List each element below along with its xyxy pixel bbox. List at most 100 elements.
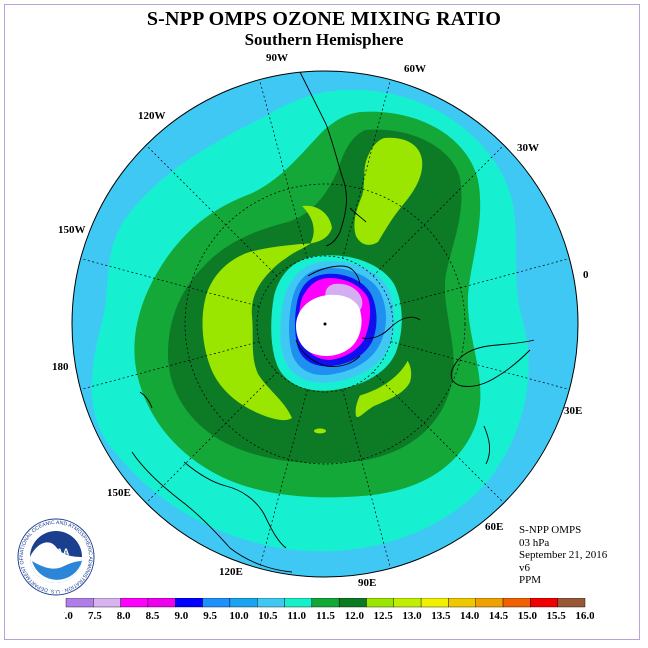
info-version: v6 <box>519 561 530 574</box>
colorbar-label: 14.0 <box>460 610 480 622</box>
colorbar-label: 13.0 <box>402 610 422 622</box>
colorbar-swatch <box>420 598 449 608</box>
colorbar-swatch <box>311 598 340 608</box>
coast-antarctica-east <box>361 316 421 339</box>
lon-label-30w: 30W <box>517 142 539 154</box>
info-instrument: S-NPP OMPS <box>519 524 582 536</box>
meridian-line <box>390 341 570 390</box>
colorbar-label: 10.0 <box>229 610 249 622</box>
colorbar-label: 14.5 <box>489 610 509 622</box>
colorbar-labels: 7.0 7.5 8.0 8.5 9.0 9.5 10.0 10.5 11.0 11.5 12.0 12… <box>64 610 594 622</box>
colorbar-label: 12.5 <box>374 610 394 622</box>
colorbar-swatch <box>120 598 149 608</box>
latitude-circle-70s <box>256 255 394 393</box>
frame-border <box>4 4 640 640</box>
meridian-line <box>80 341 260 390</box>
colorbar-swatch <box>366 598 394 608</box>
meridian-line <box>259 79 308 259</box>
meridian-line <box>145 144 278 277</box>
lon-label-180: 180 <box>52 361 69 373</box>
lon-label-0: 0 <box>583 269 589 281</box>
colorbar-swatch <box>229 598 258 608</box>
colorbar: 7.0 7.5 8.0 8.5 9.0 9.5 10.0 10.5 11.0 11.5 12.0 12… <box>64 598 594 622</box>
colorbar-label: 11.5 <box>316 610 335 622</box>
lon-label-90w: 90W <box>266 52 288 64</box>
meridian-line <box>372 144 505 277</box>
ozone-field <box>72 71 578 577</box>
colorbar-swatch <box>530 598 558 608</box>
coast-africa-south <box>450 339 535 387</box>
meridian-line <box>80 258 260 307</box>
lon-label-90e: 90E <box>358 577 376 589</box>
lon-label-60w: 60W <box>404 63 426 75</box>
colorbar-swatch <box>147 598 176 608</box>
colorbar-swatch <box>175 598 203 608</box>
south-pole-marker <box>323 322 327 326</box>
page-title: S-NPP OMPS OZONE MIXING RATIO <box>146 8 502 30</box>
region-12-5-west <box>202 205 332 421</box>
colorbar-label: 11.0 <box>287 610 306 622</box>
lon-label-30e: 30E <box>564 405 582 417</box>
lon-label-120w: 120W <box>138 110 166 122</box>
coastlines <box>131 71 535 573</box>
region-12-5-north <box>354 137 423 245</box>
coast-antarctic-peninsula <box>307 265 361 285</box>
longitude-labels: 90W 60W 30W 0 30E 60E 90E 120E 150E 180 … <box>52 52 589 589</box>
colorbar-label: 13.5 <box>431 610 451 622</box>
colorbar-label: 16.0 <box>575 610 594 622</box>
meridian-line <box>145 371 278 504</box>
colorbar-swatches <box>65 598 586 608</box>
ozone-hole-minimum <box>296 294 362 356</box>
colorbar-label: 15.0 <box>518 610 538 622</box>
logo-sea <box>32 561 82 580</box>
colorbar-swatch <box>65 598 94 608</box>
colorbar-swatch <box>393 598 422 608</box>
lon-label-150e: 150E <box>107 487 131 499</box>
map-boundary <box>71 70 579 578</box>
colorbar-swatch <box>284 598 313 608</box>
colorbar-label: 12.0 <box>345 610 365 622</box>
info-units: PPM <box>519 574 542 586</box>
meridian-line <box>342 79 391 259</box>
colorbar-label: 7.5 <box>88 610 102 622</box>
colorbar-label: 15.5 <box>547 610 567 622</box>
coast-madagascar <box>483 425 491 465</box>
page-subtitle: Southern Hemisphere <box>244 30 404 49</box>
colorbar-swatch <box>338 598 367 608</box>
latitude-circle-50s <box>184 183 466 465</box>
lon-label-120e: 120E <box>219 566 243 578</box>
lon-label-60e: 60E <box>485 521 503 533</box>
colorbar-swatch <box>448 598 476 608</box>
colorbar-label: 8.5 <box>146 610 160 622</box>
colorbar-swatch <box>257 598 285 608</box>
meridian-line <box>342 389 391 569</box>
region-12-5-spot <box>314 428 326 434</box>
colorbar-label: 8.0 <box>117 610 131 622</box>
logo-wordmark: NOAA <box>43 547 70 557</box>
noaa-logo: NATIONAL OCEANIC AND ATMOSPHERIC ADMINIS… <box>16 517 95 596</box>
coast-antarctica-south <box>295 339 361 367</box>
colorbar-label: 10.5 <box>258 610 278 622</box>
coast-australia <box>131 451 293 573</box>
meridian-line <box>372 371 505 504</box>
meridians <box>80 79 570 569</box>
colorbar-label: 7.0 <box>64 610 73 622</box>
colorbar-label: 9.0 <box>174 610 188 622</box>
coast-new-zealand <box>183 461 287 549</box>
colorbar-swatch <box>475 598 504 608</box>
info-pressure-level: 03 hPa <box>519 536 550 549</box>
product-info: S-NPP OMPS 03 hPa September 21, 2016 v6 … <box>519 524 607 587</box>
colorbar-swatch <box>557 598 586 608</box>
colorbar-swatch <box>93 598 121 608</box>
coast-falklands <box>349 207 367 223</box>
meridian-line <box>390 258 570 307</box>
colorbar-label: 9.5 <box>203 610 217 622</box>
colorbar-swatch <box>502 598 531 608</box>
meridian-line <box>259 389 308 569</box>
coast-tasmania <box>139 391 153 409</box>
lon-label-150w: 150W <box>58 224 86 236</box>
info-date: September 21, 2016 <box>519 549 608 561</box>
coast-south-america <box>299 71 347 247</box>
